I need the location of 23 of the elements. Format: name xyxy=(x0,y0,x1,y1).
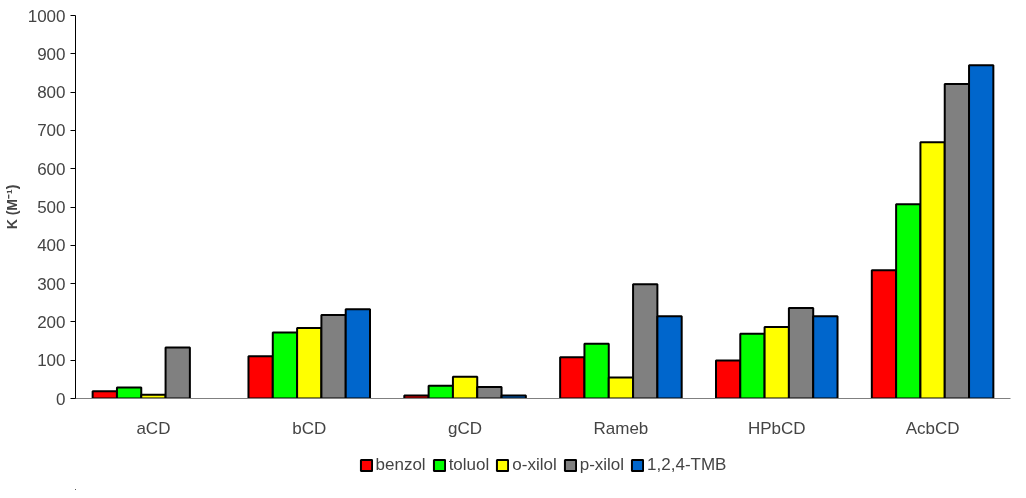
y-axis-title: K (M⁻¹) xyxy=(3,184,20,230)
y-tick-label: 800 xyxy=(37,83,66,103)
legend-label: benzol xyxy=(375,455,426,475)
x-tick-label: AcbCD xyxy=(905,418,960,438)
y-tick-label: 300 xyxy=(37,274,66,294)
x-tick-label: Rameb xyxy=(593,418,649,438)
y-tick-label: 700 xyxy=(37,121,66,141)
x-tick-label: HPbCD xyxy=(747,418,806,438)
y-tick-label: 600 xyxy=(37,159,66,179)
legend-label: o-xilol xyxy=(512,455,557,475)
legend-label: p-xilol xyxy=(579,455,625,475)
y-tick-label: 200 xyxy=(37,312,66,332)
y-tick-label: 1000 xyxy=(27,6,66,26)
y-tick-label: 400 xyxy=(37,236,66,256)
x-tick-label: bCD xyxy=(292,418,327,438)
x-tick-label: aCD xyxy=(136,418,171,438)
legend-label: toluol xyxy=(448,455,490,475)
y-tick-label: 0 xyxy=(56,389,66,409)
legend-label: 1,2,4-TMB xyxy=(647,455,727,475)
y-tick-label: 500 xyxy=(37,198,66,217)
y-tick-label: 100 xyxy=(37,351,66,371)
x-tick-label: gCD xyxy=(448,418,483,438)
y-tick-label: 900 xyxy=(37,44,66,64)
